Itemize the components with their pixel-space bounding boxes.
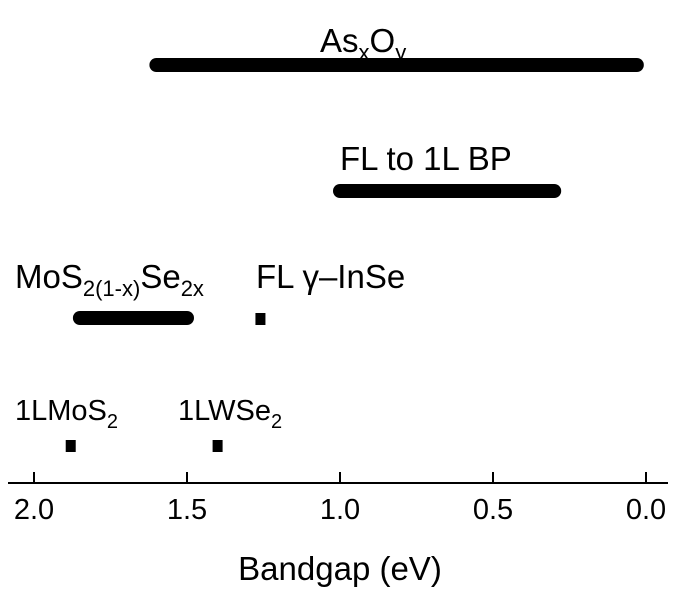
x-tick-label: 0.5 [473, 494, 513, 526]
label-subscript: 2 [107, 411, 118, 433]
x-tick-label: 2.0 [14, 494, 54, 526]
material-mos2: 1LMoS2 [15, 395, 118, 452]
material-label: AsxOy [320, 22, 406, 65]
material-inse: FL γ–InSe [255, 258, 405, 325]
label-text: 1LWSe [178, 395, 271, 427]
bandgap-point [255, 313, 266, 325]
material-label: FL γ–InSe [256, 258, 405, 295]
label-text: MoS [15, 258, 83, 295]
label-subscript: x [359, 40, 370, 65]
material-label: 1LMoS2 [15, 395, 118, 433]
label-text: As [320, 22, 359, 59]
x-axis-label: Bandgap (eV) [238, 550, 442, 587]
material-asxoy: AsxOy [149, 22, 644, 72]
label-subscript: 2(1-x) [83, 276, 140, 301]
x-tick-label: 1.5 [167, 494, 207, 526]
material-label: MoS2(1-x)Se2x [15, 258, 204, 301]
material-mosse: MoS2(1-x)Se2x [15, 258, 204, 325]
x-tick-label: 1.0 [320, 494, 360, 526]
x-axis: 2.0 1.5 1.0 0.5 0.0 [8, 472, 668, 526]
label-subscript: y [395, 40, 406, 65]
label-text: Se [140, 258, 180, 295]
bandgap-point [65, 440, 76, 452]
label-text: FL γ–InSe [256, 258, 405, 295]
label-text: O [370, 22, 396, 59]
label-text: 1LMoS [15, 395, 107, 427]
x-tick-label: 0.0 [626, 494, 666, 526]
label-subscript: 2 [271, 411, 282, 433]
label-text: FL to 1L BP [340, 140, 512, 177]
bandgap-point [212, 440, 223, 452]
material-bp: FL to 1L BP [333, 140, 562, 198]
material-label: FL to 1L BP [340, 140, 512, 177]
material-wse2: 1LWSe2 [178, 395, 282, 452]
label-subscript: 2x [181, 276, 204, 301]
material-label: 1LWSe2 [178, 395, 282, 433]
